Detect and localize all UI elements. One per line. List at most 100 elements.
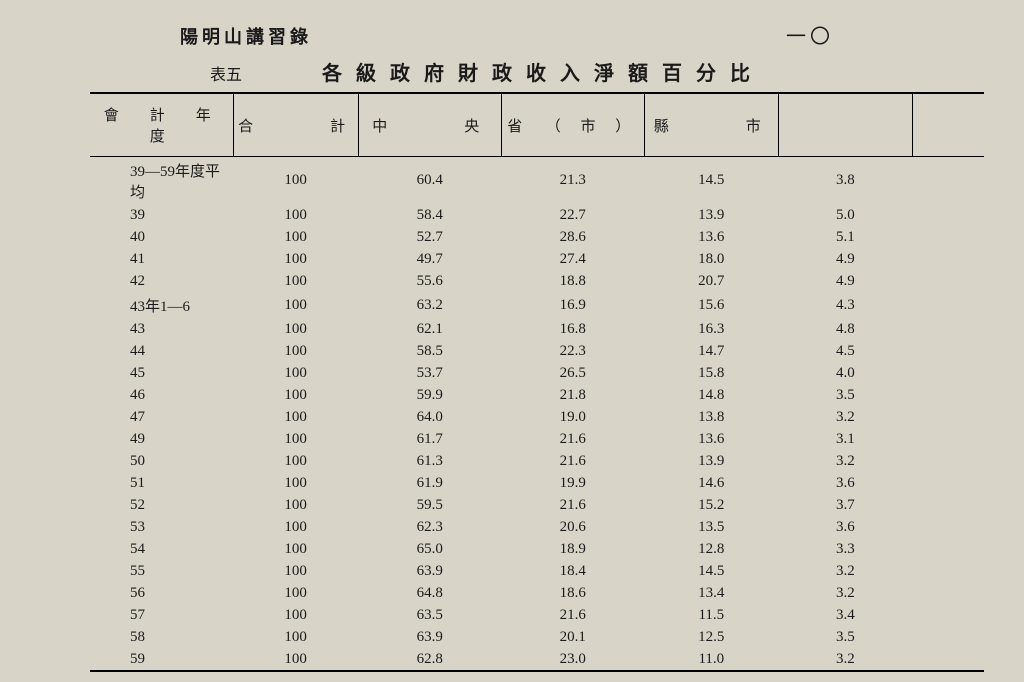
cell-central: 59.9	[358, 384, 501, 406]
cell-county: 13.6	[644, 428, 778, 450]
table-row: 4910061.721.613.63.1	[90, 428, 984, 450]
cell-central: 62.1	[358, 318, 501, 340]
cell-pad	[912, 472, 984, 494]
cell-year: 56	[90, 582, 233, 604]
cell-province: 28.6	[501, 226, 644, 248]
cell-central: 63.9	[358, 560, 501, 582]
cell-total: 100	[233, 157, 358, 205]
cell-extra: 3.3	[778, 538, 912, 560]
cell-pad	[912, 406, 984, 428]
main-title: 各級政府財政收入淨額百分比	[322, 57, 764, 86]
cell-county: 11.5	[644, 604, 778, 626]
cell-county: 12.5	[644, 626, 778, 648]
cell-extra: 3.8	[778, 157, 912, 205]
cell-extra: 4.3	[778, 292, 912, 318]
cell-central: 64.0	[358, 406, 501, 428]
cell-province: 18.4	[501, 560, 644, 582]
cell-extra: 4.8	[778, 318, 912, 340]
cell-total: 100	[233, 648, 358, 671]
cell-year: 47	[90, 406, 233, 428]
cell-county: 15.2	[644, 494, 778, 516]
cell-province: 19.9	[501, 472, 644, 494]
cell-extra: 3.7	[778, 494, 912, 516]
cell-county: 13.5	[644, 516, 778, 538]
cell-pad	[912, 362, 984, 384]
cell-year: 46	[90, 384, 233, 406]
cell-total: 100	[233, 538, 358, 560]
cell-central: 61.9	[358, 472, 501, 494]
cell-province: 26.5	[501, 362, 644, 384]
cell-pad	[912, 204, 984, 226]
data-table: 會 計 年 度 合 計 中 央 省 （ 市 ） 縣 市 39—59年度平均100…	[90, 92, 984, 672]
table-row: 5510063.918.414.53.2	[90, 560, 984, 582]
header-row: 陽明山講習錄 一〇	[90, 20, 984, 49]
table-row: 4210055.618.820.74.9	[90, 270, 984, 292]
cell-county: 16.3	[644, 318, 778, 340]
page-number: 一〇	[786, 20, 834, 49]
table-row: 5710063.521.611.53.4	[90, 604, 984, 626]
col-header-blank1	[778, 93, 912, 157]
cell-year: 49	[90, 428, 233, 450]
cell-province: 21.3	[501, 157, 644, 205]
cell-province: 21.6	[501, 604, 644, 626]
table-row: 4110049.727.418.04.9	[90, 248, 984, 270]
cell-total: 100	[233, 604, 358, 626]
table-row: 4310062.116.816.34.8	[90, 318, 984, 340]
cell-county: 15.8	[644, 362, 778, 384]
cell-pad	[912, 292, 984, 318]
col-header-total: 合 計	[233, 93, 358, 157]
cell-extra: 3.6	[778, 516, 912, 538]
cell-province: 21.6	[501, 494, 644, 516]
table-row: 5010061.321.613.93.2	[90, 450, 984, 472]
table-row: 5610064.818.613.43.2	[90, 582, 984, 604]
cell-central: 64.8	[358, 582, 501, 604]
table-row: 5910062.823.011.03.2	[90, 648, 984, 671]
cell-extra: 3.4	[778, 604, 912, 626]
cell-year: 57	[90, 604, 233, 626]
cell-total: 100	[233, 226, 358, 248]
cell-pad	[912, 604, 984, 626]
cell-province: 20.6	[501, 516, 644, 538]
cell-central: 59.5	[358, 494, 501, 516]
cell-central: 55.6	[358, 270, 501, 292]
cell-province: 16.8	[501, 318, 644, 340]
cell-pad	[912, 340, 984, 362]
cell-county: 11.0	[644, 648, 778, 671]
table-row: 4010052.728.613.65.1	[90, 226, 984, 248]
cell-central: 49.7	[358, 248, 501, 270]
cell-extra: 5.1	[778, 226, 912, 248]
cell-year: 59	[90, 648, 233, 671]
cell-central: 63.9	[358, 626, 501, 648]
cell-year: 50	[90, 450, 233, 472]
cell-year: 39	[90, 204, 233, 226]
table-header-row: 會 計 年 度 合 計 中 央 省 （ 市 ） 縣 市	[90, 93, 984, 157]
cell-province: 16.9	[501, 292, 644, 318]
cell-pad	[912, 157, 984, 205]
cell-county: 14.5	[644, 157, 778, 205]
cell-province: 18.8	[501, 270, 644, 292]
col-header-blank2	[912, 93, 984, 157]
cell-pad	[912, 270, 984, 292]
cell-central: 58.5	[358, 340, 501, 362]
cell-year: 52	[90, 494, 233, 516]
running-title: 陽明山講習錄	[180, 23, 312, 49]
cell-county: 13.8	[644, 406, 778, 428]
cell-extra: 4.0	[778, 362, 912, 384]
cell-province: 22.3	[501, 340, 644, 362]
cell-year: 45	[90, 362, 233, 384]
cell-pad	[912, 648, 984, 671]
cell-central: 62.3	[358, 516, 501, 538]
cell-year: 51	[90, 472, 233, 494]
table-row: 4610059.921.814.83.5	[90, 384, 984, 406]
cell-total: 100	[233, 450, 358, 472]
cell-county: 13.9	[644, 450, 778, 472]
cell-county: 13.6	[644, 226, 778, 248]
table-row: 5110061.919.914.63.6	[90, 472, 984, 494]
cell-county: 15.6	[644, 292, 778, 318]
cell-province: 18.6	[501, 582, 644, 604]
cell-year: 43	[90, 318, 233, 340]
table-row: 4510053.726.515.84.0	[90, 362, 984, 384]
cell-pad	[912, 428, 984, 450]
table-row: 5410065.018.912.83.3	[90, 538, 984, 560]
cell-total: 100	[233, 472, 358, 494]
